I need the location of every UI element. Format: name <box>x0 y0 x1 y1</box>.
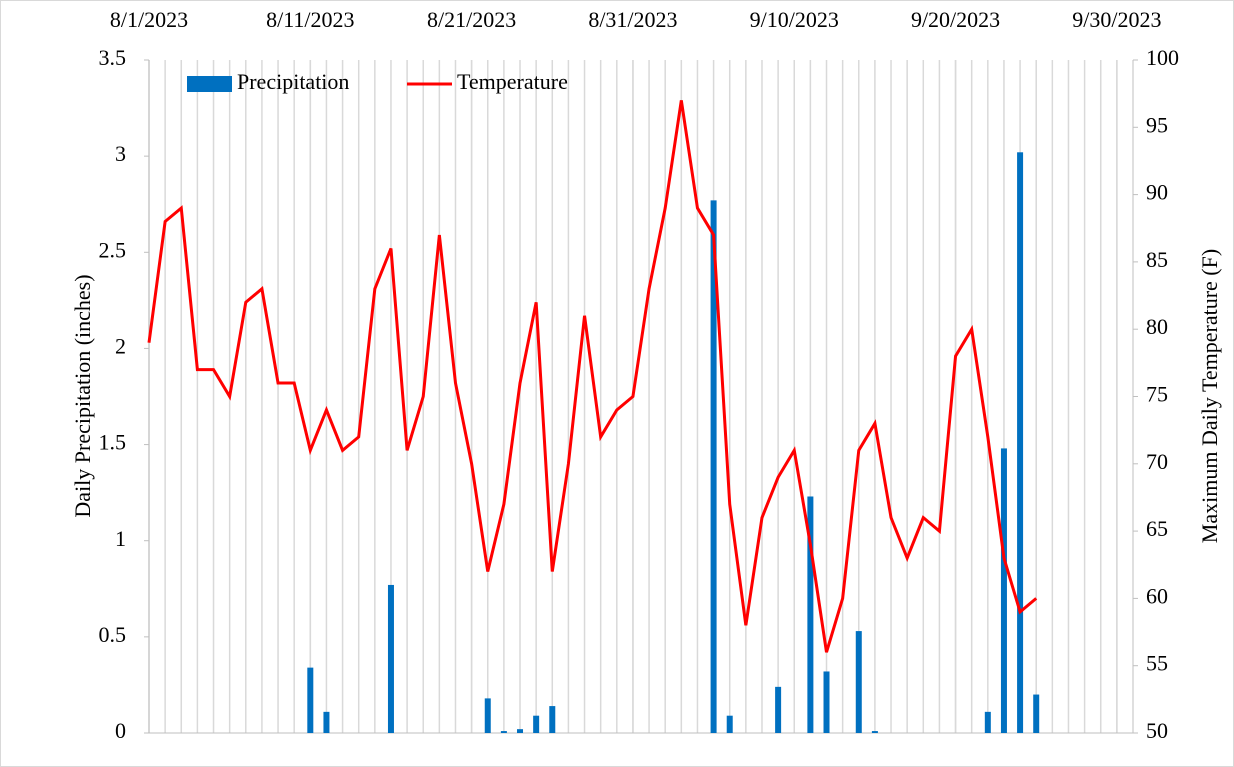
y2-tick-label: 90 <box>1146 180 1168 205</box>
bar <box>807 496 814 733</box>
y-tick-label: 3 <box>115 141 126 166</box>
y-tick-label: 3.5 <box>99 45 127 70</box>
y2-tick-label: 70 <box>1146 449 1168 474</box>
line <box>147 100 1038 653</box>
legend-label: Temperature <box>457 69 568 94</box>
legend-swatch <box>187 76 232 92</box>
bar <box>307 667 314 733</box>
y2-tick-label: 60 <box>1146 583 1168 608</box>
y2-tick-label: 85 <box>1146 247 1168 272</box>
y-tick-label: 1.5 <box>99 430 127 455</box>
x-tick-label: 9/10/2023 <box>750 7 839 32</box>
bar <box>775 686 782 733</box>
bar <box>984 711 991 733</box>
y2-tick-label: 80 <box>1146 314 1168 339</box>
x-tick-label: 8/21/2023 <box>427 7 516 32</box>
bar <box>484 698 491 733</box>
bar <box>1033 694 1040 733</box>
x-tick-label: 9/20/2023 <box>911 7 1000 32</box>
legend-label: Precipitation <box>237 69 349 94</box>
bar <box>533 715 540 733</box>
x-tick-label: 8/31/2023 <box>588 7 677 32</box>
y2-axis-label: Maximum Daily Temperature (F) <box>1197 249 1222 543</box>
bar <box>855 631 862 733</box>
x-tick-label: 8/1/2023 <box>110 7 188 32</box>
bar <box>387 584 394 733</box>
y-tick-label: 1 <box>115 526 126 551</box>
bar <box>1017 152 1024 734</box>
y2-tick-label: 50 <box>1146 718 1168 743</box>
bar <box>710 200 717 733</box>
bar <box>323 711 330 733</box>
y-tick-label: 2.5 <box>99 237 127 262</box>
y-tick-label: 0 <box>115 718 126 743</box>
y-tick-label: 0.5 <box>99 622 127 647</box>
bar <box>1000 448 1007 733</box>
bar <box>871 731 878 733</box>
bar <box>500 731 507 733</box>
bar <box>549 706 556 733</box>
y-axis-label: Daily Precipitation (inches) <box>70 274 95 517</box>
y2-tick-label: 75 <box>1146 382 1168 407</box>
y2-tick-label: 100 <box>1146 45 1179 70</box>
y2-tick-label: 95 <box>1146 112 1168 137</box>
bar <box>517 729 524 733</box>
x-tick-label: 9/30/2023 <box>1072 7 1161 32</box>
y2-tick-label: 65 <box>1146 516 1168 541</box>
y2-tick-label: 55 <box>1146 651 1168 676</box>
y-tick-label: 2 <box>115 333 126 358</box>
bar <box>823 671 830 733</box>
bar <box>726 715 733 733</box>
x-tick-label: 8/11/2023 <box>266 7 354 32</box>
